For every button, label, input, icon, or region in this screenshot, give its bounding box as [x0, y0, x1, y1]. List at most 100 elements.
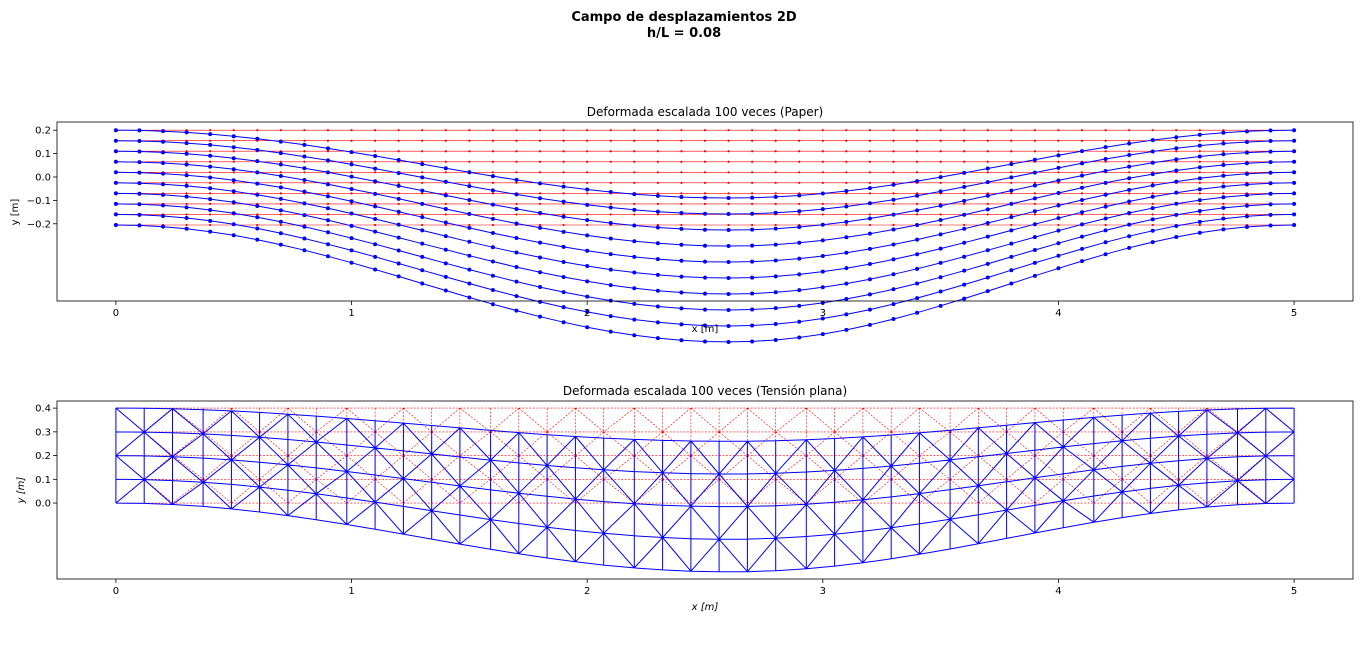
deformed-node — [396, 222, 401, 227]
original-node — [374, 213, 377, 216]
deformed-node — [396, 261, 401, 266]
original-node — [444, 160, 447, 163]
deformed-node — [867, 246, 872, 251]
original-node — [892, 139, 895, 142]
deformed-node — [820, 332, 825, 337]
original-node — [562, 171, 565, 174]
deformed-node — [514, 192, 519, 197]
axes-paper-title: Deformada escalada 100 veces (Paper) — [587, 105, 823, 119]
deformed-node — [1221, 227, 1226, 232]
deformed-node — [467, 267, 472, 272]
deformed-node — [1103, 240, 1108, 245]
deformed-node — [514, 235, 519, 240]
original-node — [798, 202, 801, 205]
deformed-node — [773, 258, 778, 263]
suptitle-line-2: h/L = 0.08 — [646, 26, 722, 41]
deformed-node — [632, 270, 637, 275]
deformed-node — [867, 307, 872, 312]
deformed-node — [867, 292, 872, 297]
deformed-node — [1103, 157, 1108, 162]
deformed-node — [867, 201, 872, 206]
deformed-node — [137, 138, 142, 143]
deformed-node — [420, 268, 425, 273]
original-node — [421, 150, 424, 153]
original-node — [491, 160, 495, 163]
deformed-node — [561, 290, 566, 295]
deformed-node — [773, 210, 778, 215]
deformed-node — [443, 247, 448, 252]
deformed-node — [726, 339, 731, 344]
original-node — [209, 171, 212, 174]
original-node — [727, 192, 730, 195]
original-node — [821, 129, 824, 132]
deformed-node — [985, 289, 990, 294]
deformed-node — [443, 234, 448, 239]
deformed-node — [1080, 259, 1085, 264]
deformed-node — [1292, 212, 1297, 217]
original-node — [350, 129, 353, 132]
deformed-node — [255, 237, 260, 242]
deformed-node — [1009, 241, 1014, 246]
original-node — [1057, 213, 1060, 216]
original-node — [1222, 213, 1225, 216]
deformed-node — [891, 197, 896, 202]
deformed-node — [538, 255, 543, 260]
original-node — [1010, 192, 1013, 195]
original-node — [915, 150, 919, 153]
deformed-node — [420, 228, 425, 233]
deformed-node — [373, 242, 378, 247]
deformed-node — [161, 182, 166, 187]
original-node — [515, 181, 518, 184]
deformed-node — [1056, 165, 1061, 170]
deformed-node — [514, 250, 519, 255]
deformed-node — [985, 193, 990, 198]
deformed-node — [985, 207, 990, 212]
original-node — [374, 223, 377, 227]
deformed-node — [1150, 172, 1155, 177]
original-node — [279, 213, 282, 216]
deformed-node — [1056, 241, 1061, 246]
original-node — [656, 160, 659, 163]
original-node — [751, 129, 754, 132]
deformed-node — [1127, 222, 1132, 227]
deformed-node — [325, 242, 330, 247]
original-node — [468, 139, 471, 142]
deformed-node — [1103, 228, 1108, 233]
original-node — [798, 129, 801, 132]
deformed-node — [208, 186, 213, 191]
ytick-label: 0.1 — [35, 475, 51, 486]
deformed-node — [443, 220, 448, 225]
deformed-node — [1009, 254, 1014, 259]
original-node — [538, 171, 542, 174]
original-node — [774, 160, 777, 163]
deformed-node — [1127, 153, 1132, 158]
deformed-node — [231, 222, 236, 227]
deformed-node — [514, 279, 519, 284]
original-node — [538, 192, 542, 195]
deformed-node — [1221, 162, 1226, 167]
original-node — [774, 223, 777, 227]
xtick-label: 1 — [348, 308, 354, 319]
deformed-node — [161, 203, 166, 208]
deformed-node — [184, 183, 189, 188]
deformed-node — [891, 227, 896, 232]
original-node — [185, 181, 188, 184]
deformed-node — [1056, 203, 1061, 208]
deformed-node — [1268, 181, 1273, 186]
original-node — [1151, 181, 1154, 184]
original-node — [1128, 171, 1131, 174]
deformed-node — [1221, 205, 1226, 210]
original-node — [703, 202, 707, 205]
deformed-node — [420, 201, 425, 206]
deformed-node — [325, 230, 330, 235]
original-node — [798, 160, 801, 163]
original-node — [939, 139, 942, 142]
deformed-node — [113, 149, 118, 154]
deformed-node — [632, 254, 637, 259]
original-node — [185, 171, 188, 174]
deformed-node — [750, 275, 755, 280]
deformed-node — [915, 179, 920, 184]
deformed-node — [1221, 173, 1226, 178]
deformed-node — [396, 170, 401, 175]
deformed-node — [1103, 180, 1108, 185]
